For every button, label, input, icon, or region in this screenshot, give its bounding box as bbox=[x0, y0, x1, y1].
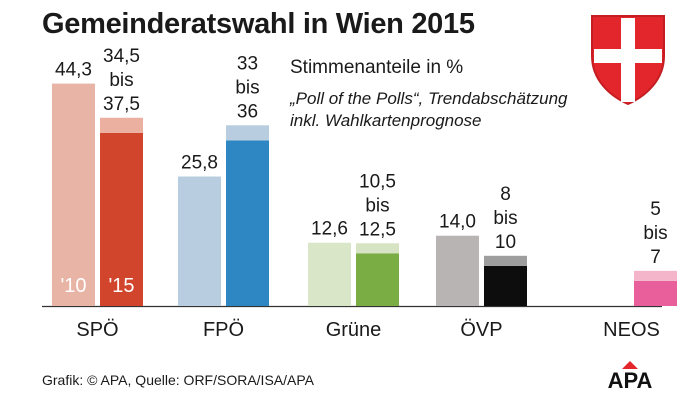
apa-logo-text: APA bbox=[608, 368, 653, 391]
data-label-2015: 8 bbox=[500, 184, 511, 205]
chart-note: „Poll of the Polls“, Trendabschätzung in… bbox=[290, 88, 610, 132]
bar-2010 bbox=[308, 242, 351, 306]
x-tick-label: ÖVP bbox=[460, 319, 502, 341]
x-tick-label: FPÖ bbox=[203, 319, 244, 341]
apa-logo: APA bbox=[598, 361, 662, 391]
vienna-crest-icon bbox=[591, 15, 665, 106]
data-label-2015: bis bbox=[643, 223, 667, 244]
bar-2015 bbox=[226, 140, 269, 306]
data-label-2015: 5 bbox=[650, 199, 661, 220]
data-label-2010: 12,6 bbox=[311, 219, 348, 240]
chart-subtitle: Stimmenanteile in % bbox=[290, 57, 464, 78]
bar-2010 bbox=[436, 235, 479, 306]
bar-2010 bbox=[52, 83, 95, 306]
bar-2015 bbox=[100, 132, 143, 306]
bar-2010 bbox=[178, 176, 221, 306]
x-tick-label: Grüne bbox=[326, 319, 382, 341]
bar-2015-range bbox=[356, 243, 399, 254]
data-label-2015: bis bbox=[109, 70, 133, 91]
data-label-2015: 10,5 bbox=[359, 171, 396, 192]
bar-2015-range bbox=[226, 125, 269, 141]
data-label-2015: 33 bbox=[237, 53, 258, 74]
x-tick-label: NEOS bbox=[603, 319, 660, 341]
bar-2015-range bbox=[634, 270, 677, 281]
bar-2015 bbox=[634, 280, 677, 306]
x-tick-label: SPÖ bbox=[76, 319, 118, 341]
data-label-2015: bis bbox=[235, 77, 259, 98]
data-label-2015: 36 bbox=[237, 101, 258, 122]
data-label-2015: 10 bbox=[495, 232, 516, 253]
data-label-2015: bis bbox=[493, 208, 517, 229]
data-label-2015: 7 bbox=[650, 247, 661, 268]
data-label-2010: 25,8 bbox=[181, 152, 218, 173]
data-label-2010: 44,3 bbox=[55, 60, 92, 81]
bar-2015 bbox=[356, 253, 399, 306]
year-label-2010: '10 bbox=[60, 275, 86, 297]
chart-note-line: inkl. Wahlkartenprognose bbox=[290, 111, 482, 130]
data-label-2010: 14,0 bbox=[439, 212, 476, 233]
bar-2015-range bbox=[100, 117, 143, 133]
data-label-2015: bis bbox=[365, 195, 389, 216]
data-label-2015: 37,5 bbox=[103, 94, 140, 115]
data-label-2015: 12,5 bbox=[359, 219, 396, 240]
bar-2015 bbox=[484, 265, 527, 306]
chart-title: Gemeinderatswahl in Wien 2015 bbox=[42, 8, 475, 40]
chart-note-line: „Poll of the Polls“, Trendabschätzung bbox=[290, 89, 568, 108]
chart-source: Grafik: © APA, Quelle: ORF/SORA/ISA/APA bbox=[42, 372, 314, 388]
bar-2015-range bbox=[484, 255, 527, 266]
data-label-2015: 34,5 bbox=[103, 46, 140, 67]
year-label-2015: '15 bbox=[108, 275, 134, 297]
